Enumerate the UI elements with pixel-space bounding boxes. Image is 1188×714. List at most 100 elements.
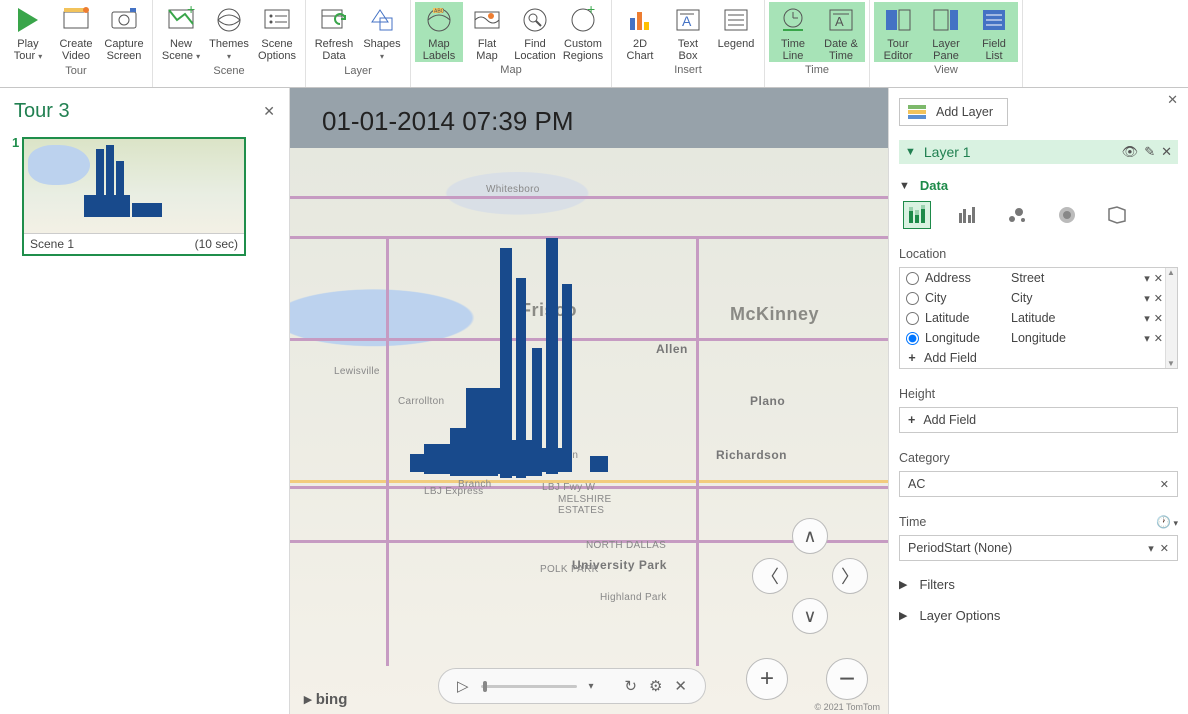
location-type-dropdown-icon[interactable]: ▾ [1144, 312, 1150, 325]
viz-heatmap-button[interactable] [1053, 201, 1081, 229]
location-geo-radio[interactable] [906, 312, 919, 325]
layer-pane-button[interactable]: LayerPane [922, 2, 970, 62]
time-remove-icon[interactable]: ✕ [1160, 542, 1169, 555]
height-title: Height [899, 387, 1178, 401]
location-add-field[interactable]: +Add Field [900, 348, 1177, 368]
ribbon: PlayTour ▾CreateVideoCaptureScreenTour+N… [0, 0, 1188, 88]
field-list-button[interactable]: FieldList [970, 2, 1018, 62]
viz-stacked-column-button[interactable] [903, 201, 931, 229]
layer-header[interactable]: ▼ Layer 1 👁 ✎ ✕ [899, 140, 1178, 164]
location-scrollbar[interactable] [1165, 268, 1177, 368]
location-row[interactable]: AddressStreet▾✕ [900, 268, 1177, 288]
2d-chart-button[interactable]: 2DChart [616, 2, 664, 62]
viz-clustered-column-button[interactable] [953, 201, 981, 229]
map-zoom-in-button[interactable]: + [746, 658, 788, 700]
location-type-dropdown-icon[interactable]: ▾ [1144, 292, 1150, 305]
location-type-dropdown-icon[interactable]: ▾ [1144, 272, 1150, 285]
map-view[interactable]: 01-01-2014 07:39 PM ∧ 〈 〉 ∨ + − ▷ ▾ ↻ ⚙ … [290, 88, 888, 714]
map-place-label: LBJ Fwy W [542, 482, 595, 493]
time-field[interactable]: PeriodStart (None) ▾ ✕ [899, 535, 1178, 561]
time-clock-icon[interactable]: 🕐 [1156, 515, 1178, 529]
category-remove-icon[interactable]: ✕ [1160, 478, 1169, 491]
ribbon-group-time: TimeLineADate &TimeTime [765, 0, 870, 87]
play-button-icon[interactable]: ▷ [457, 677, 469, 695]
layer-options-section[interactable]: ▶ Layer Options [899, 608, 1178, 623]
location-remove-icon[interactable]: ✕ [1154, 292, 1163, 305]
data-column [450, 428, 498, 476]
capture-screen-button[interactable]: CaptureScreen [100, 2, 148, 63]
legend-button[interactable]: Legend [712, 2, 760, 62]
tour-editor-button[interactable]: TourEditor [874, 2, 922, 62]
location-row[interactable]: LongitudeLongitude ▾ ✕ [900, 328, 1177, 348]
location-row[interactable]: CityCity▾✕ [900, 288, 1177, 308]
flat-map-button[interactable]: FlatMap [463, 2, 511, 62]
time-close-icon[interactable]: ✕ [674, 677, 687, 695]
tour-editor-panel: Tour 3 ✕ 1 Scene 1 (10 sec) [0, 88, 290, 714]
data-section-header[interactable]: ▼ Data [899, 178, 1178, 193]
chevron-right-icon: ▶ [899, 578, 907, 591]
find-location-button[interactable]: FindLocation [511, 2, 559, 62]
viz-region-button[interactable] [1103, 201, 1131, 229]
create-video-button[interactable]: CreateVideo [52, 2, 100, 63]
location-remove-icon[interactable]: ✕ [1154, 312, 1163, 325]
filters-section[interactable]: ▶ Filters [899, 577, 1178, 592]
location-remove-icon[interactable]: ✕ [1154, 332, 1163, 345]
add-layer-button[interactable]: Add Layer [899, 98, 1008, 126]
map-rotate-left-button[interactable]: 〈 [752, 558, 788, 594]
map-tilt-up-button[interactable]: ∧ [792, 518, 828, 554]
location-title: Location [899, 247, 1178, 261]
themes-button[interactable]: Themes▾ [205, 2, 253, 63]
location-field-grid: AddressStreet▾✕CityCity▾✕LatitudeLatitud… [899, 267, 1178, 369]
layer-rename-icon[interactable]: ✎ [1144, 144, 1155, 160]
play-tour-button[interactable]: PlayTour ▾ [4, 2, 52, 63]
svg-text:+: + [187, 4, 195, 17]
category-field[interactable]: AC ✕ [899, 471, 1178, 497]
map-zoom-out-button[interactable]: − [826, 658, 868, 700]
map-place-label: Carrollton [398, 396, 444, 407]
location-add-field-label: Add Field [924, 351, 977, 365]
viz-bubble-button[interactable] [1003, 201, 1031, 229]
layer-delete-icon[interactable]: ✕ [1161, 144, 1172, 160]
loop-icon[interactable]: ↻ [624, 677, 637, 695]
location-geo-radio[interactable] [906, 332, 919, 345]
ribbon-group-label: View [874, 62, 1018, 79]
time-value: PeriodStart (None) [908, 541, 1142, 555]
height-add-field[interactable]: + Add Field [899, 407, 1178, 433]
time-line-button[interactable]: TimeLine [769, 2, 817, 62]
scene-options-button[interactable]: SceneOptions [253, 2, 301, 63]
data-column [542, 448, 572, 472]
tour-panel-close-icon[interactable]: ✕ [263, 103, 275, 120]
slider-caret-icon[interactable]: ▾ [589, 681, 594, 692]
refresh-data-button[interactable]: RefreshData [310, 2, 358, 63]
location-remove-icon[interactable]: ✕ [1154, 272, 1163, 285]
location-geo-radio[interactable] [906, 272, 919, 285]
svg-text:A: A [682, 13, 692, 29]
map-labels-button[interactable]: ABCMapLabels [415, 2, 463, 62]
scene-card[interactable]: 1 Scene 1 (10 sec) [22, 137, 246, 256]
location-field-name: City [925, 291, 1011, 305]
layer-panel-close-icon[interactable]: ✕ [1167, 92, 1178, 108]
map-rotate-right-button[interactable]: 〉 [832, 558, 868, 594]
map-tilt-down-button[interactable]: ∨ [792, 598, 828, 634]
map-place-label: Richardson [716, 448, 787, 462]
ribbon-group-label: Scene [157, 63, 301, 80]
location-field-type: Longitude [1011, 331, 1140, 345]
time-title: Time [899, 515, 926, 529]
text-box-button[interactable]: ATextBox [664, 2, 712, 62]
date-time-button[interactable]: ADate &Time [817, 2, 865, 62]
new-scene-button[interactable]: +NewScene ▾ [157, 2, 205, 63]
ribbon-group-label: Time [769, 62, 865, 79]
chevron-right-icon: ▶ [899, 609, 907, 622]
time-settings-icon[interactable]: ⚙ [649, 677, 662, 695]
time-dropdown-icon[interactable]: ▾ [1148, 542, 1154, 555]
custom-regions-button[interactable]: +CustomRegions [559, 2, 607, 62]
time-slider[interactable] [481, 685, 577, 688]
shapes-button[interactable]: Shapes▾ [358, 2, 406, 63]
location-type-dropdown-icon[interactable]: ▾ [1144, 332, 1150, 345]
location-row[interactable]: LatitudeLatitude▾✕ [900, 308, 1177, 328]
add-layer-label: Add Layer [936, 105, 993, 119]
location-geo-radio[interactable] [906, 292, 919, 305]
layer-visibility-icon[interactable]: 👁 [1122, 144, 1139, 160]
location-field-name: Longitude [925, 331, 1011, 345]
category-title: Category [899, 451, 1178, 465]
